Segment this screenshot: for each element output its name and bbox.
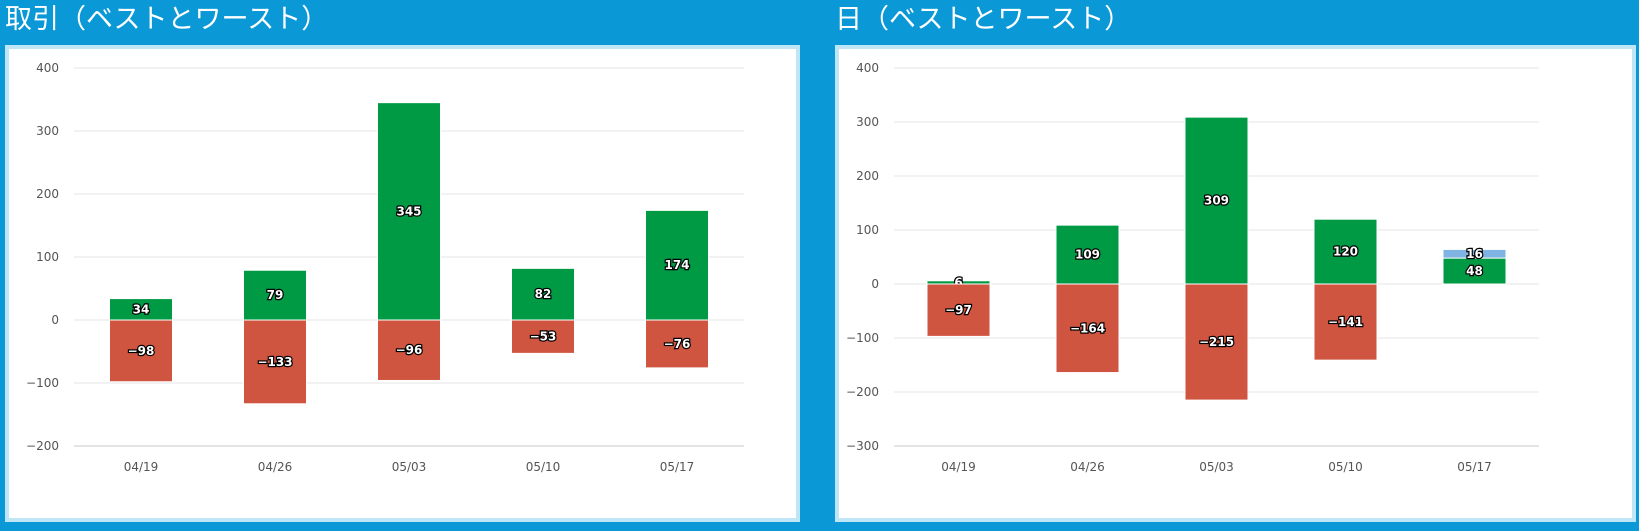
chart-title: 取引（ベストとワースト） — [5, 4, 329, 35]
data-label: −133 — [257, 355, 292, 369]
bar — [645, 319, 709, 369]
data-label: 109 — [1075, 248, 1100, 262]
data-label: −164 — [1070, 321, 1105, 335]
bar-chart-trade: −200 −100 0 100 200 300 400 04/19 34 −98 04/26 79 −1… — [26, 61, 744, 474]
data-label: 309 — [1204, 194, 1229, 208]
data-label: 345 — [396, 204, 421, 218]
y-tick-label: 300 — [856, 115, 879, 129]
y-tick-label: 300 — [36, 124, 59, 138]
x-tick-label: 05/03 — [392, 460, 427, 474]
y-tick-label: −200 — [26, 439, 59, 453]
x-tick-label: 05/10 — [1328, 460, 1363, 474]
x-tick-label: 04/19 — [124, 460, 159, 474]
bar — [1055, 283, 1120, 374]
data-label: 6 — [954, 275, 962, 289]
y-tick-label: 400 — [36, 61, 59, 75]
data-label: 174 — [664, 258, 689, 272]
bar — [377, 102, 441, 321]
data-label: −98 — [128, 344, 155, 358]
bar — [926, 283, 991, 337]
bar — [1184, 116, 1249, 285]
bar — [645, 209, 709, 321]
data-label: −141 — [1328, 315, 1363, 329]
chart-area: −300 −200 −100 0 100 200 300 400 04/19 6 −97 04/26 1… — [835, 45, 1636, 522]
data-label: 120 — [1333, 245, 1358, 259]
y-tick-label: −100 — [846, 331, 879, 345]
chart-area: −200 −100 0 100 200 300 400 04/19 34 −98 04/26 79 −1… — [5, 45, 800, 522]
bar — [1184, 283, 1249, 401]
y-tick-label: 0 — [51, 313, 59, 327]
y-tick-label: 400 — [856, 61, 879, 75]
x-tick-label: 04/26 — [258, 460, 293, 474]
trade-chart-panel: 取引（ベストとワースト） −200 −100 0 100 200 300 400 04/19 3… — [0, 0, 800, 531]
data-label: −76 — [664, 337, 691, 351]
data-label: 79 — [267, 288, 284, 302]
y-tick-label: −200 — [846, 385, 879, 399]
x-tick-label: 05/17 — [660, 460, 695, 474]
chart-title: 日（ベストとワースト） — [835, 4, 1132, 35]
bar — [243, 269, 307, 321]
bar-chart-day: −300 −200 −100 0 100 200 300 400 04/19 6 −97 04/26 1… — [846, 61, 1539, 474]
y-tick-label: 200 — [856, 169, 879, 183]
data-label: −96 — [396, 343, 423, 357]
data-label: −97 — [945, 303, 972, 317]
bar — [377, 319, 441, 381]
data-label: 82 — [535, 287, 552, 301]
y-tick-label: −100 — [26, 376, 59, 390]
data-label: −215 — [1199, 335, 1234, 349]
bar — [511, 267, 575, 321]
x-tick-label: 05/03 — [1199, 460, 1234, 474]
bar — [1313, 283, 1378, 361]
day-chart-panel: 日（ベストとワースト） −300 −200 −100 0 100 200 300 400 04/… — [832, 0, 1639, 531]
x-tick-label: 04/26 — [1070, 460, 1105, 474]
x-tick-label: 05/17 — [1457, 460, 1492, 474]
x-tick-label: 04/19 — [941, 460, 976, 474]
y-tick-label: 0 — [871, 277, 879, 291]
y-tick-label: 200 — [36, 187, 59, 201]
data-label: −53 — [530, 330, 557, 344]
data-label: 16 — [1466, 247, 1483, 261]
y-tick-label: −300 — [846, 439, 879, 453]
bar — [511, 319, 575, 354]
bar — [109, 319, 173, 383]
x-tick-label: 05/10 — [526, 460, 561, 474]
bar — [1313, 218, 1378, 285]
bar — [1055, 224, 1120, 285]
bar — [1442, 248, 1507, 259]
data-label: 48 — [1466, 264, 1483, 278]
data-label: 34 — [133, 302, 150, 316]
bar — [243, 319, 307, 405]
y-tick-label: 100 — [856, 223, 879, 237]
y-tick-label: 100 — [36, 250, 59, 264]
